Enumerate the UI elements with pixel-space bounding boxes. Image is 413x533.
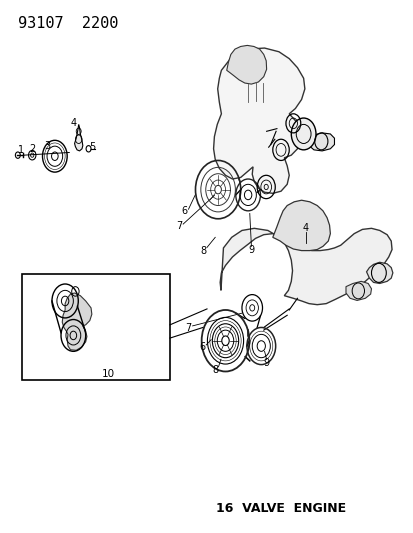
Polygon shape xyxy=(345,281,370,301)
Text: 16  VALVE  ENGINE: 16 VALVE ENGINE xyxy=(216,502,345,515)
Text: 7: 7 xyxy=(185,323,191,333)
Text: 8: 8 xyxy=(200,246,206,256)
Polygon shape xyxy=(366,262,392,284)
Text: 1: 1 xyxy=(18,145,24,155)
Text: 7: 7 xyxy=(176,221,182,231)
Polygon shape xyxy=(272,200,330,251)
Polygon shape xyxy=(74,124,83,151)
Polygon shape xyxy=(307,133,334,151)
Bar xyxy=(22,274,170,381)
Circle shape xyxy=(291,118,315,150)
Polygon shape xyxy=(220,228,391,305)
Text: 2: 2 xyxy=(29,144,35,154)
Text: 6: 6 xyxy=(199,342,204,352)
Text: 4: 4 xyxy=(70,118,76,128)
Text: 9: 9 xyxy=(248,245,254,255)
Text: 6: 6 xyxy=(181,206,187,216)
Text: 10: 10 xyxy=(102,369,114,378)
Text: 9: 9 xyxy=(263,358,269,368)
Text: 4: 4 xyxy=(302,223,308,233)
Polygon shape xyxy=(62,293,92,350)
Text: 3: 3 xyxy=(44,141,50,151)
Polygon shape xyxy=(226,45,266,84)
Text: 93107  2200: 93107 2200 xyxy=(18,16,118,31)
Polygon shape xyxy=(213,48,304,193)
Text: 8: 8 xyxy=(211,365,218,375)
Text: 5: 5 xyxy=(89,142,95,152)
